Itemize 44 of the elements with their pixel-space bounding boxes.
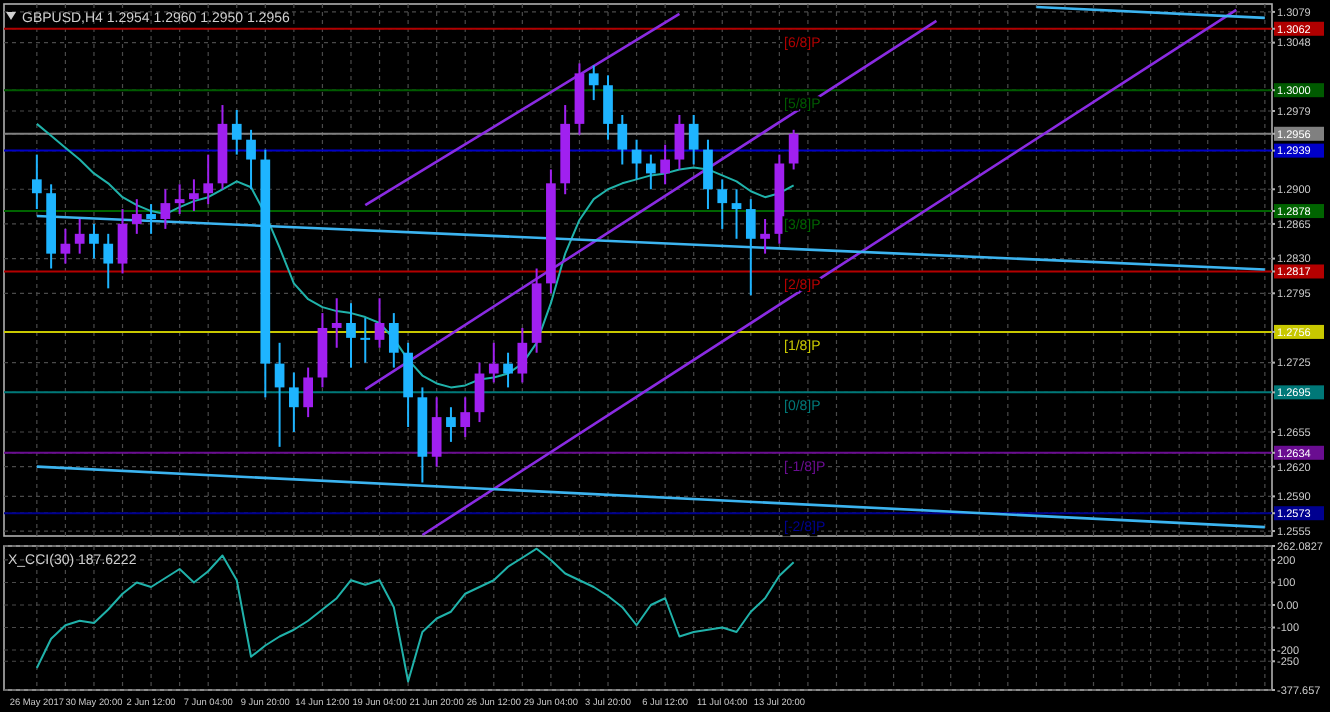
candlestick [474, 361, 485, 424]
candlestick [160, 188, 171, 230]
candlestick [374, 297, 385, 349]
candlestick [231, 109, 242, 156]
candlestick [403, 341, 413, 429]
candlestick [117, 208, 128, 275]
candlestick [631, 138, 642, 181]
candlestick [174, 183, 185, 216]
candlestick [246, 128, 256, 191]
candlestick [760, 217, 770, 255]
candlestick [488, 341, 499, 384]
candlestick [731, 188, 742, 240]
candlestick [617, 113, 628, 166]
candlestick [603, 74, 613, 141]
candlestick [674, 113, 685, 171]
candlestick [788, 128, 799, 171]
candlestick [189, 178, 199, 213]
candlestick [703, 138, 713, 211]
candlestick [31, 153, 42, 211]
candlestick [745, 198, 756, 297]
candlestick [388, 312, 399, 369]
candlestick [274, 341, 285, 448]
candlestick [131, 198, 142, 235]
candlestick [446, 406, 456, 443]
candlestick [646, 153, 656, 191]
candlestick [346, 302, 356, 369]
candlestick [360, 317, 371, 364]
candlestick [103, 232, 114, 290]
candlestick [74, 217, 85, 255]
candlestick [660, 143, 670, 186]
candlestick [431, 396, 442, 468]
candlestick [331, 297, 342, 349]
candlestick [60, 227, 71, 265]
candlestick [303, 366, 313, 419]
candlestick [688, 113, 699, 166]
candlestick [717, 178, 728, 230]
candlestick [460, 396, 471, 438]
candlestick [289, 371, 299, 433]
candlestick [503, 351, 513, 389]
candlestick [146, 203, 156, 235]
candlestick [89, 222, 99, 260]
candlestick [203, 153, 214, 206]
candlestick [588, 64, 599, 102]
candlestick [517, 326, 528, 384]
